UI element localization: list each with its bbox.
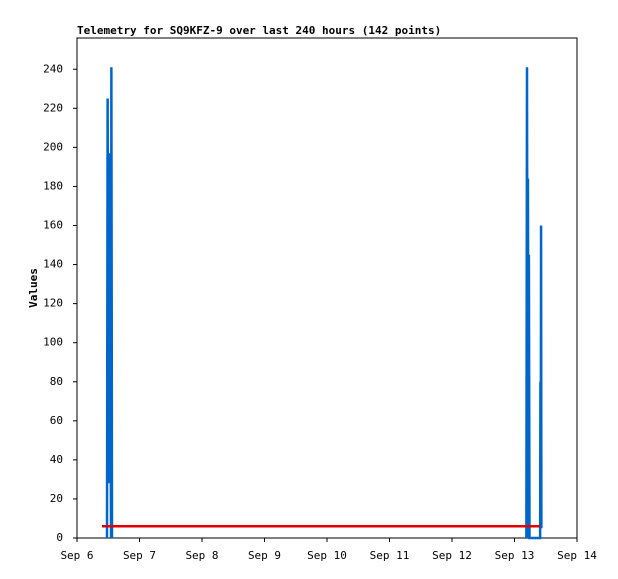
x-tick-label: Sep 12 <box>432 549 472 562</box>
line-series <box>105 67 543 540</box>
x-tick-label: Sep 8 <box>185 549 218 562</box>
chart-title: Telemetry for SQ9KFZ-9 over last 240 hou… <box>77 24 441 37</box>
y-tick-label: 140 <box>43 258 63 271</box>
x-tick-label: Sep 11 <box>370 549 410 562</box>
y-axis-label: Values <box>27 268 40 308</box>
y-tick-label: 80 <box>50 375 63 388</box>
x-tick-label: Sep 7 <box>123 549 156 562</box>
x-tick-label: Sep 10 <box>307 549 347 562</box>
y-tick-label: 220 <box>43 101 63 114</box>
y-tick-label: 240 <box>43 62 63 75</box>
x-tick-label: Sep 14 <box>557 549 597 562</box>
y-tick-label: 20 <box>50 492 63 505</box>
y-tick-label: 100 <box>43 336 63 349</box>
y-tick-label: 60 <box>50 414 63 427</box>
x-tick-label: Sep 6 <box>60 549 93 562</box>
y-tick-label: 200 <box>43 140 63 153</box>
y-tick-label: 160 <box>43 219 63 232</box>
y-tick-label: 40 <box>50 453 63 466</box>
y-tick-label: 180 <box>43 179 63 192</box>
y-tick-label: 0 <box>56 531 63 544</box>
x-tick-label: Sep 9 <box>248 549 281 562</box>
x-tick-label: Sep 13 <box>495 549 535 562</box>
y-tick-label: 120 <box>43 297 63 310</box>
